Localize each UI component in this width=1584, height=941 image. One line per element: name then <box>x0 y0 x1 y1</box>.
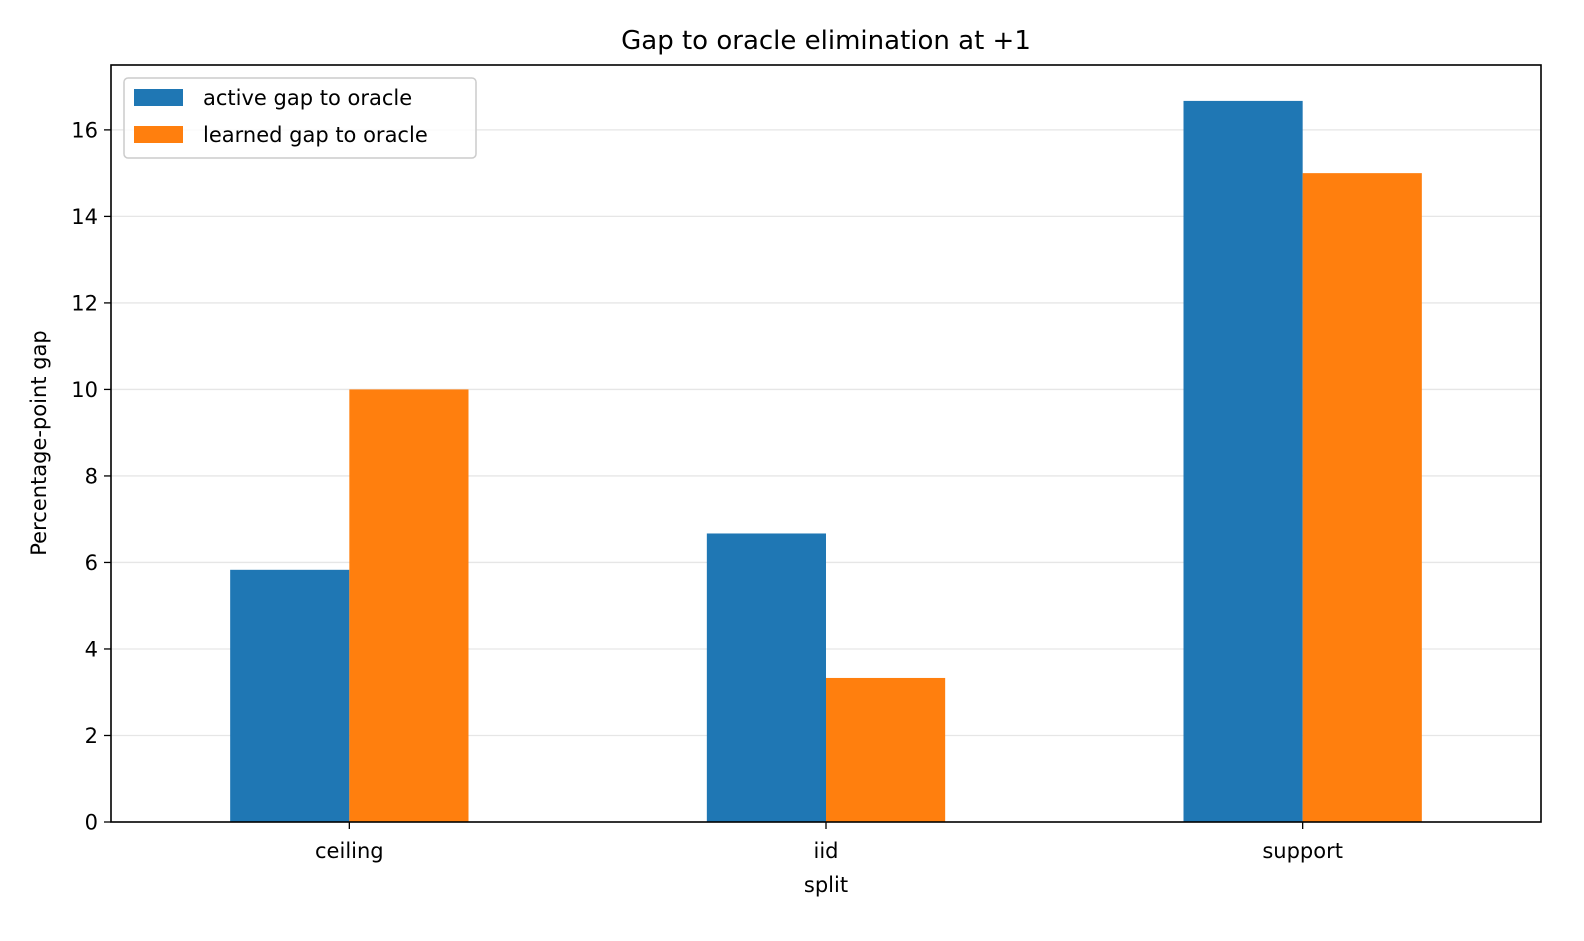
y-tick-label: 16 <box>71 118 98 142</box>
y-tick-label: 8 <box>85 464 98 488</box>
y-axis-label: Percentage-point gap <box>27 330 51 555</box>
bar-iid-series-2 <box>826 677 946 822</box>
y-tick-label: 14 <box>71 205 98 229</box>
x-axis-ticks: ceiling iid support <box>315 822 1343 863</box>
legend-frame <box>123 77 477 159</box>
bars <box>230 100 1422 823</box>
x-axis-label: split <box>804 873 848 897</box>
legend-label-active: active gap to oracle <box>203 86 412 110</box>
x-tick-label: ceiling <box>315 839 384 863</box>
x-tick-label: iid <box>814 839 839 863</box>
bar-support-series-2 <box>1302 173 1422 823</box>
bar-ceiling-series-2 <box>349 389 469 822</box>
legend: active gap to oracle learned gap to orac… <box>123 77 477 159</box>
y-tick-label: 6 <box>85 551 98 575</box>
bar-ceiling-series-1 <box>230 569 350 822</box>
legend-swatch-learned <box>134 126 183 143</box>
y-tick-label: 12 <box>71 291 98 315</box>
y-tick-label: 4 <box>85 637 98 661</box>
y-axis-ticks: 0 2 4 6 8 10 12 14 16 <box>71 118 111 835</box>
legend-label-learned: learned gap to oracle <box>203 123 428 147</box>
y-tick-label: 0 <box>85 811 98 835</box>
y-tick-label: 10 <box>71 378 98 402</box>
legend-swatch-active <box>134 89 183 106</box>
bar-support-series-1 <box>1183 100 1303 822</box>
chart-title: Gap to oracle elimination at +1 <box>621 26 1031 56</box>
bar-iid-series-1 <box>706 533 826 822</box>
x-tick-label: support <box>1262 839 1343 863</box>
y-tick-label: 2 <box>85 724 98 748</box>
